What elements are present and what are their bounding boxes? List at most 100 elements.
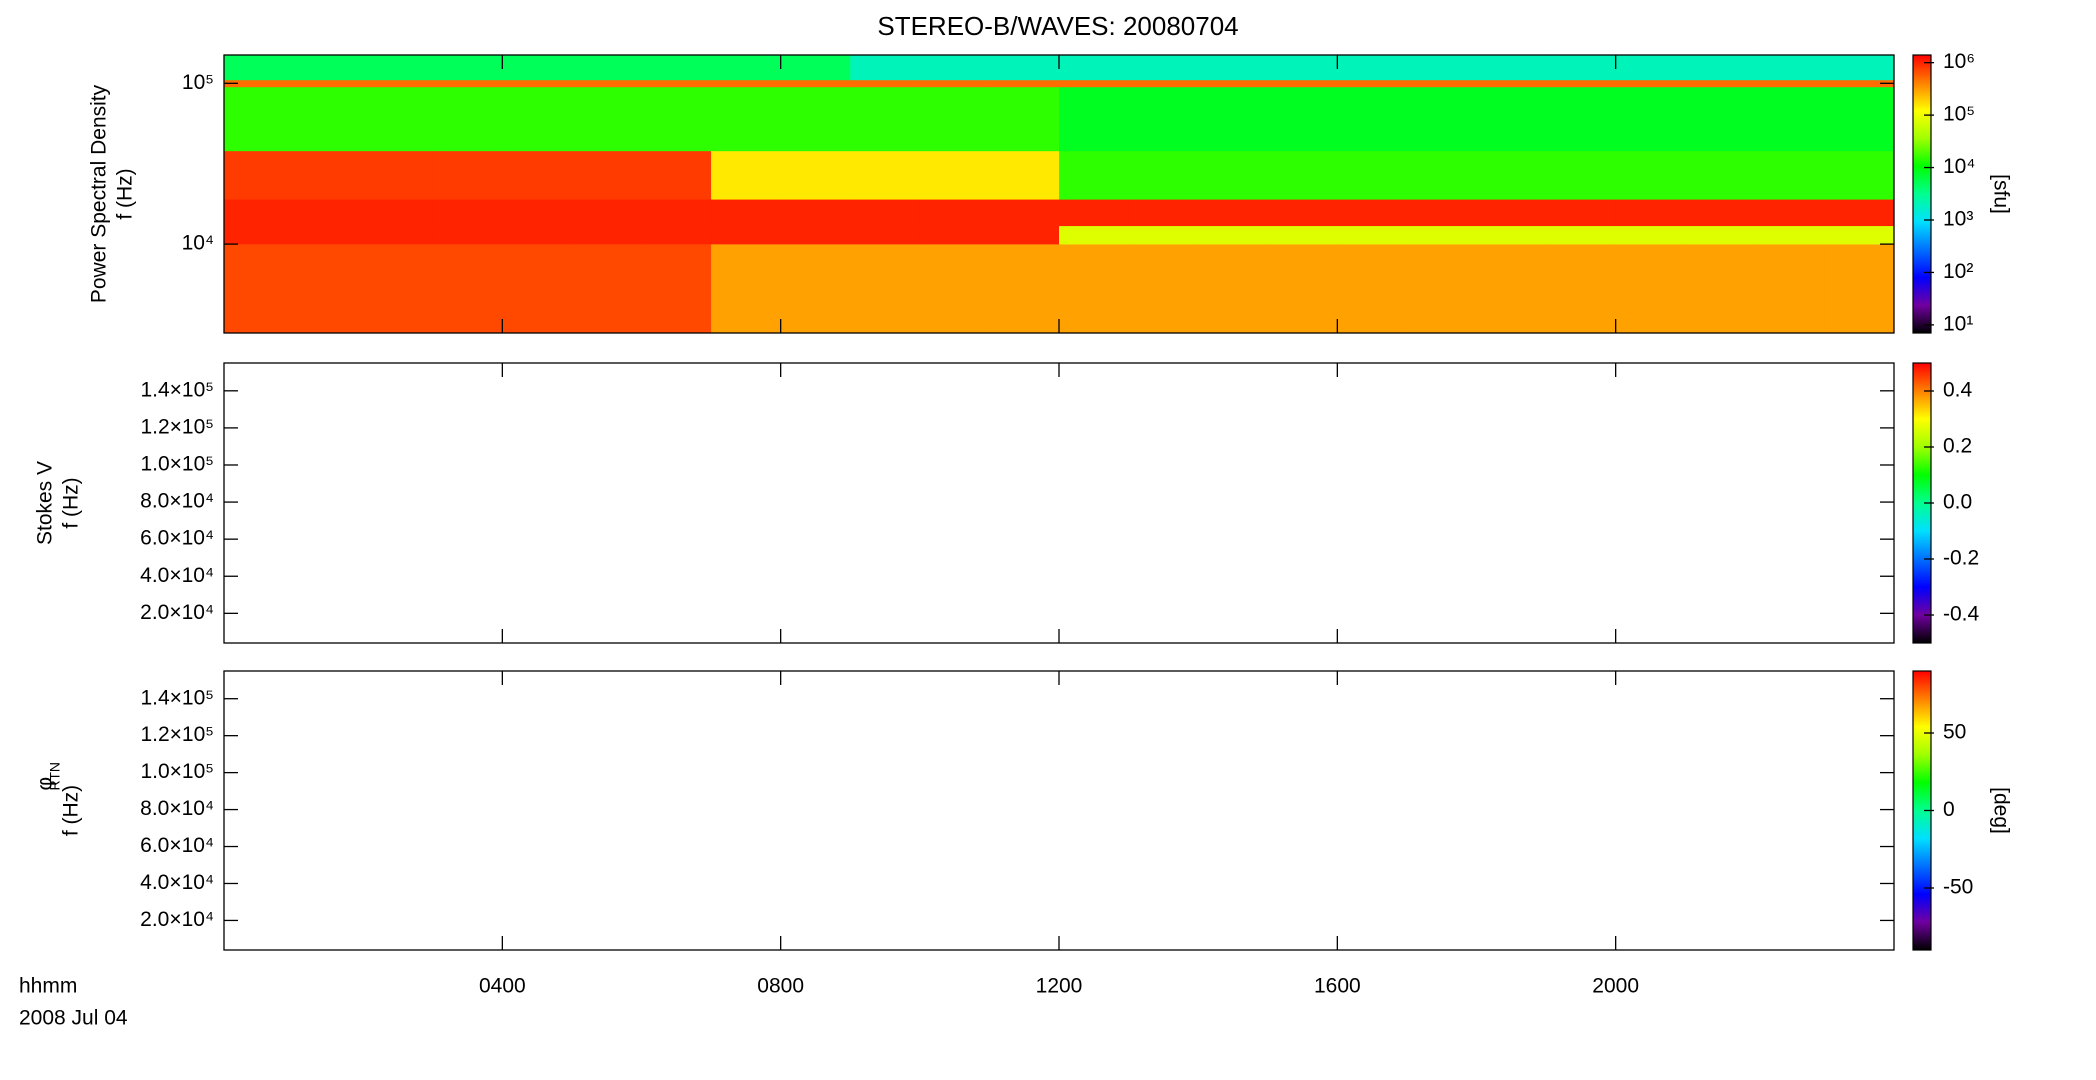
spectrogram-cell bbox=[1476, 55, 1547, 81]
spectrogram-cell bbox=[919, 79, 990, 88]
spectrogram-cell bbox=[1546, 86, 1617, 152]
spectrogram-cell bbox=[1128, 86, 1199, 152]
spectrogram-cell bbox=[1824, 150, 1895, 200]
spectrogram-cell bbox=[1615, 79, 1686, 88]
spectrogram-cell bbox=[989, 55, 1060, 81]
spectrogram-cell bbox=[850, 225, 921, 245]
spectrogram-cell bbox=[1615, 86, 1686, 152]
spectrogram-cell bbox=[1198, 150, 1269, 200]
y-tick-label: 1.4×10⁵ bbox=[140, 378, 214, 401]
y-tick-label: 1.0×10⁵ bbox=[140, 760, 214, 783]
spectrogram-cell bbox=[780, 199, 851, 227]
spectrogram-cell bbox=[1546, 79, 1617, 88]
spectrogram-cell bbox=[919, 199, 990, 227]
spectrogram-cell bbox=[432, 55, 503, 81]
spectrogram-cell bbox=[571, 55, 642, 81]
spectrogram-cell bbox=[224, 79, 295, 88]
spectrogram-cell bbox=[850, 199, 921, 227]
spectrogram-cell bbox=[363, 244, 434, 334]
colorbar-tick-label: 10¹ bbox=[1943, 312, 1973, 335]
spectrogram-cell bbox=[1267, 150, 1338, 200]
spectrogram-cell bbox=[1128, 244, 1199, 334]
spectrogram-cell bbox=[1754, 79, 1825, 88]
y-axis-label: f (Hz) bbox=[60, 477, 83, 528]
spectrogram-cell bbox=[1198, 79, 1269, 88]
spectrogram-cell bbox=[363, 150, 434, 200]
spectrogram-cell bbox=[641, 55, 712, 81]
y-axis-label: Power Spectral Density bbox=[88, 84, 111, 303]
spectrogram-cell bbox=[989, 225, 1060, 245]
spectrogram-cell bbox=[780, 150, 851, 200]
spectrogram-cell bbox=[502, 55, 573, 81]
x-tick-label: 0800 bbox=[757, 975, 804, 998]
spectrogram-cell bbox=[1824, 225, 1895, 245]
colorbar-tick-label: 50 bbox=[1943, 721, 1966, 744]
spectrogram-cell bbox=[1337, 79, 1408, 88]
spectrogram-cell bbox=[919, 55, 990, 81]
spectrogram-cell bbox=[363, 225, 434, 245]
x-tick-label: 1200 bbox=[1036, 975, 1083, 998]
spectrogram-cell bbox=[850, 79, 921, 88]
colorbar-label: [deg] bbox=[1989, 787, 2012, 834]
spectrogram-cell bbox=[989, 86, 1060, 152]
spectrogram-cell bbox=[989, 199, 1060, 227]
colorbar-tick-label: 10² bbox=[1943, 260, 1973, 283]
spectrogram-cell bbox=[919, 225, 990, 245]
spectrogram-cell bbox=[1198, 225, 1269, 245]
colorbar-tick-label: 0.2 bbox=[1943, 435, 1972, 458]
spectrogram-cell bbox=[1406, 86, 1477, 152]
spectrogram-cell bbox=[1337, 244, 1408, 334]
spectrogram-cell bbox=[1128, 225, 1199, 245]
spectrogram-cell bbox=[1546, 199, 1617, 227]
y-tick-label: 10⁴ bbox=[182, 232, 214, 255]
spectrogram-cell bbox=[1476, 225, 1547, 245]
spectrogram-cell bbox=[224, 86, 295, 152]
spectrogram-cell bbox=[571, 79, 642, 88]
y-axis-label: f (Hz) bbox=[60, 785, 83, 836]
spectrogram-cell bbox=[502, 199, 573, 227]
spectrogram-cell bbox=[1059, 55, 1130, 81]
spectrogram-cell bbox=[989, 79, 1060, 88]
spectrogram-cell bbox=[1546, 244, 1617, 334]
spectrogram-cell bbox=[1476, 199, 1547, 227]
spectrogram-cell bbox=[989, 244, 1060, 334]
y-axis-label: Stokes V bbox=[34, 461, 57, 545]
spectrogram-cell bbox=[1059, 225, 1130, 245]
spectrogram-cell bbox=[711, 86, 782, 152]
spectrogram-cell bbox=[1406, 150, 1477, 200]
spectrogram-cell bbox=[1059, 150, 1130, 200]
spectrogram-cell bbox=[989, 150, 1060, 200]
x-axis-label: hhmm bbox=[19, 975, 77, 998]
spectrogram-cell bbox=[1824, 79, 1895, 88]
spectrogram-cell bbox=[1337, 150, 1408, 200]
spectrogram-cell bbox=[1824, 55, 1895, 81]
y-tick-label: 2.0×10⁴ bbox=[140, 601, 214, 624]
spectrogram-cell bbox=[1754, 244, 1825, 334]
spectrogram-cell bbox=[571, 225, 642, 245]
spectrogram-cell bbox=[1406, 244, 1477, 334]
spectrogram-cell bbox=[711, 55, 782, 81]
spectrogram-cell bbox=[711, 199, 782, 227]
spectrogram-cell bbox=[293, 225, 364, 245]
colorbar-label: [sfu] bbox=[1989, 174, 2012, 214]
spectrogram-cell bbox=[919, 86, 990, 152]
spectrogram-cell bbox=[1337, 199, 1408, 227]
y-tick-label: 6.0×10⁴ bbox=[140, 834, 214, 857]
colorbar-tick-label: -0.4 bbox=[1943, 603, 1980, 626]
spectrogram-cell bbox=[1128, 199, 1199, 227]
spectrogram-cell bbox=[850, 55, 921, 81]
spectrogram-cell bbox=[293, 79, 364, 88]
spectrogram-cell bbox=[432, 150, 503, 200]
spectrogram-cell bbox=[1754, 150, 1825, 200]
spectrogram-cell bbox=[641, 244, 712, 334]
spectrogram-cell bbox=[293, 86, 364, 152]
colorbar-tick-label: 10⁵ bbox=[1943, 103, 1975, 126]
spectrogram-cell bbox=[224, 244, 295, 334]
spectrogram-cell bbox=[1406, 199, 1477, 227]
spectrogram-cell bbox=[780, 244, 851, 334]
spectrogram-cell bbox=[1685, 150, 1756, 200]
spectrogram-cell bbox=[641, 150, 712, 200]
y-tick-label: 10⁵ bbox=[182, 71, 214, 94]
colorbar-tick-label: -50 bbox=[1943, 876, 1973, 899]
